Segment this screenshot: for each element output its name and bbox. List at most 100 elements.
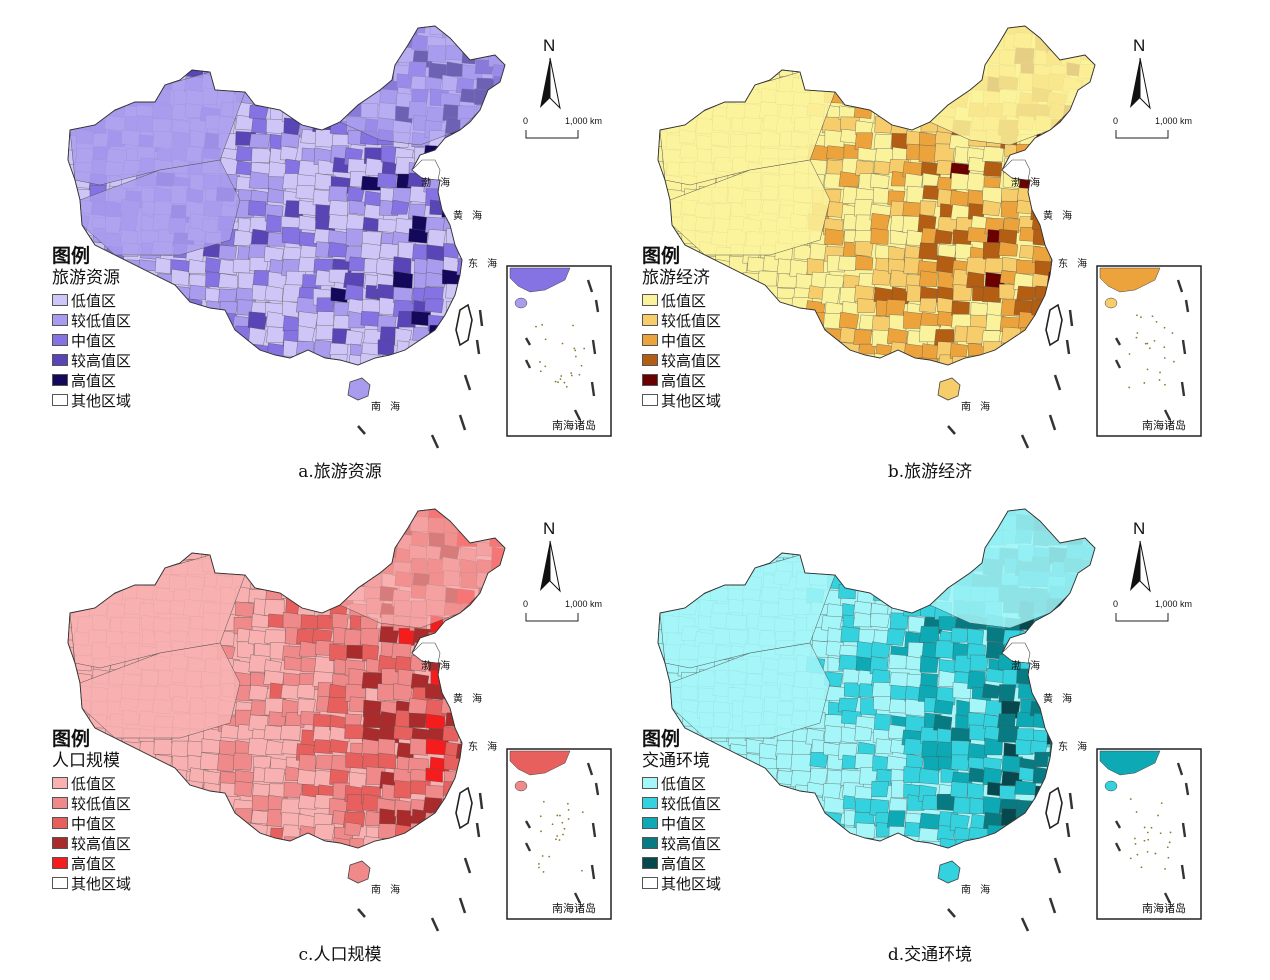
region-cell	[249, 133, 271, 149]
region-cell	[171, 795, 190, 813]
region-cell	[854, 241, 874, 257]
legend-swatch	[52, 777, 68, 789]
region-cell	[490, 569, 505, 585]
region-cell	[918, 585, 938, 603]
region-cell	[874, 851, 893, 865]
north-arrow-icon	[540, 58, 550, 108]
region-cell	[264, 386, 282, 403]
region-cell	[235, 878, 254, 894]
region-cell	[249, 868, 269, 884]
region-cell	[871, 269, 892, 286]
region-cell	[201, 840, 220, 848]
region-cell	[890, 840, 909, 848]
region-cell	[730, 865, 750, 882]
region-cell	[1062, 285, 1085, 304]
region-cell	[658, 685, 672, 701]
region-cell	[458, 869, 476, 884]
region-cell	[982, 683, 1001, 699]
region-cell	[821, 287, 841, 305]
region-cell	[1062, 644, 1082, 662]
region-cell	[936, 528, 956, 545]
region-cell	[297, 387, 315, 402]
region-cell	[969, 654, 989, 672]
legend-item: 其他区域	[52, 390, 131, 410]
region-cell	[775, 316, 795, 332]
region-cell	[903, 870, 923, 887]
region-cell	[824, 399, 842, 415]
region-cell	[1001, 381, 1019, 398]
region-cell	[1064, 883, 1086, 898]
region-cell	[658, 61, 668, 76]
region-cell	[1065, 146, 1083, 165]
region-cell	[919, 571, 938, 587]
legend-label: 中值区	[71, 814, 117, 833]
region-cell	[74, 101, 94, 118]
region-cell	[232, 752, 253, 771]
region-cell	[840, 626, 861, 643]
region-cell	[444, 132, 465, 150]
region-cell	[74, 35, 94, 52]
region-cell	[253, 87, 273, 105]
region-cell	[393, 725, 415, 741]
region-cell	[728, 556, 746, 572]
map-panel-traffic-environment: N 0 1,000 km 渤 海黄 海东 海南 海南海诸岛 图例 交通环境 低值区 较低值区中…	[630, 493, 1230, 965]
region-cell	[1080, 26, 1095, 35]
region-cell	[986, 627, 1006, 643]
region-cell	[409, 395, 429, 411]
region-cell	[806, 544, 825, 562]
region-cell	[236, 26, 257, 39]
region-cell	[110, 544, 128, 561]
region-cell	[905, 401, 926, 416]
region-cell	[140, 852, 158, 869]
region-cell	[219, 509, 238, 522]
region-cell	[268, 368, 286, 384]
region-cell	[345, 26, 365, 36]
region-cell	[683, 91, 703, 108]
region-cell	[715, 48, 734, 67]
region-cell	[247, 509, 267, 521]
region-cell	[170, 509, 192, 521]
region-cell	[475, 517, 495, 534]
region-cell	[1001, 326, 1022, 344]
region-cell	[693, 60, 716, 79]
region-cell	[301, 856, 321, 871]
region-cell	[428, 396, 447, 411]
region-cell	[730, 882, 751, 899]
region-cell	[509, 228, 526, 246]
region-cell	[1031, 26, 1051, 34]
region-cell	[460, 187, 480, 205]
region-cell	[886, 854, 906, 869]
region-cell	[1003, 218, 1022, 234]
region-cell	[139, 386, 160, 403]
region-cell	[907, 841, 925, 848]
region-cell	[188, 385, 208, 401]
region-cell	[1048, 509, 1070, 521]
legend-label: 高值区	[661, 854, 707, 873]
region-cell	[792, 883, 809, 899]
region-cell	[329, 643, 348, 662]
map-panel-tourism-resources: N 0 1,000 km 渤 海黄 海东 海南 海南海诸岛 图例 旅游资源 低值区 较低值区中…	[40, 10, 640, 482]
region-cell	[138, 74, 158, 91]
region-cell	[1080, 145, 1095, 161]
taiwan-island	[1045, 303, 1063, 347]
region-cell	[459, 509, 480, 523]
region-cell	[731, 518, 752, 537]
region-cell	[298, 311, 319, 329]
region-cell	[284, 89, 307, 105]
region-cell	[188, 356, 208, 365]
legend-label: 其他区域	[71, 874, 132, 893]
region-cell	[742, 312, 761, 331]
region-cell	[887, 570, 908, 587]
region-cell	[88, 515, 108, 534]
region-cell	[743, 356, 765, 365]
legend-swatch	[52, 817, 68, 829]
nine-dash-segment	[475, 339, 481, 355]
region-cell	[812, 823, 832, 841]
region-cell	[667, 560, 689, 578]
region-cell	[200, 529, 219, 547]
region-cell	[919, 297, 938, 313]
region-cell	[204, 509, 223, 519]
region-cell	[776, 372, 795, 388]
region-cell	[202, 870, 221, 888]
region-cell	[747, 840, 766, 848]
